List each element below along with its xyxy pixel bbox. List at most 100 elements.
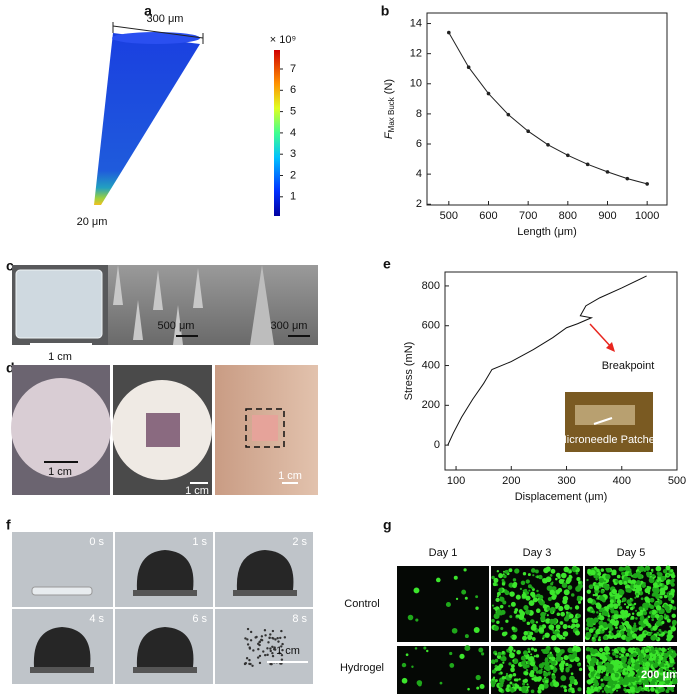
cell	[586, 589, 592, 594]
cell	[647, 592, 651, 595]
cell	[586, 664, 589, 667]
cell	[666, 581, 670, 585]
dot	[263, 629, 267, 632]
y-tick-label: 12	[410, 48, 422, 60]
cell	[562, 636, 566, 640]
cell	[589, 623, 594, 628]
cell	[672, 628, 676, 631]
cell	[621, 681, 626, 686]
cell	[628, 654, 634, 659]
cell	[588, 628, 594, 633]
cell	[500, 626, 504, 631]
cell	[502, 661, 505, 664]
cell	[546, 606, 551, 611]
cell	[631, 663, 635, 667]
cell	[663, 613, 667, 616]
panel-label: e	[383, 256, 391, 272]
dot	[274, 648, 277, 651]
cell	[595, 603, 602, 610]
cell	[603, 686, 609, 691]
cell	[578, 662, 581, 665]
y-axis-label: FMax Buck (N)	[383, 79, 396, 139]
cell	[603, 675, 609, 681]
y-tick-label: 800	[422, 280, 440, 292]
cell	[627, 647, 634, 653]
cell	[598, 661, 602, 666]
cell	[610, 672, 616, 678]
cell	[537, 676, 542, 681]
cell	[658, 655, 664, 661]
cell	[660, 672, 665, 676]
cell	[496, 609, 502, 615]
cell	[670, 600, 673, 604]
cell	[577, 583, 583, 589]
cell	[525, 609, 531, 615]
dot	[269, 649, 272, 653]
cell	[668, 594, 673, 599]
cell	[527, 647, 531, 651]
cell	[546, 614, 549, 617]
cell	[464, 596, 468, 600]
cell	[521, 685, 527, 692]
cell	[463, 568, 467, 572]
cell	[568, 683, 573, 688]
y-tick-label: 200	[422, 399, 440, 411]
cell	[666, 594, 669, 597]
cell	[655, 593, 661, 600]
cell	[637, 635, 644, 642]
cell	[669, 658, 675, 664]
cell	[638, 626, 643, 631]
dot	[245, 657, 249, 660]
dot	[271, 651, 274, 655]
cell	[559, 651, 563, 656]
cell	[501, 650, 505, 654]
cell	[612, 571, 617, 576]
dot	[252, 649, 255, 652]
scale-label: 1 cm	[48, 351, 72, 363]
dot	[280, 658, 284, 661]
cell	[616, 666, 619, 669]
cell	[543, 567, 549, 574]
cone-top	[112, 32, 200, 44]
cell	[512, 583, 517, 589]
cell	[577, 687, 582, 692]
cell	[542, 648, 548, 654]
cell	[569, 575, 573, 579]
cell	[606, 670, 609, 674]
cell	[594, 601, 597, 604]
colorbar-ticks: 7 6 5 4 3 2 1	[280, 63, 296, 203]
cell	[503, 631, 508, 636]
cell	[644, 661, 651, 668]
cell	[501, 675, 506, 680]
cell	[670, 569, 674, 573]
cell	[575, 571, 579, 575]
data-point	[526, 129, 530, 134]
cell	[563, 654, 569, 661]
cell	[600, 665, 607, 672]
cell	[641, 646, 644, 650]
cell	[532, 597, 538, 603]
cell	[616, 574, 621, 579]
cell	[660, 575, 666, 581]
cell	[618, 678, 622, 682]
cell	[503, 570, 506, 573]
cell	[621, 597, 627, 602]
cell	[659, 595, 663, 599]
cell	[632, 573, 637, 579]
cell	[535, 621, 539, 624]
cell	[644, 602, 649, 607]
cell	[494, 652, 498, 656]
cell	[596, 568, 600, 573]
cell	[655, 659, 659, 663]
cell	[635, 647, 641, 653]
cell	[545, 645, 551, 652]
cell	[522, 635, 528, 641]
dot	[249, 639, 253, 642]
data-point	[566, 153, 570, 158]
cell	[646, 571, 651, 576]
cell	[593, 633, 598, 638]
cell	[600, 671, 604, 674]
cell	[416, 680, 423, 686]
cell	[663, 670, 666, 673]
cell	[604, 662, 608, 667]
